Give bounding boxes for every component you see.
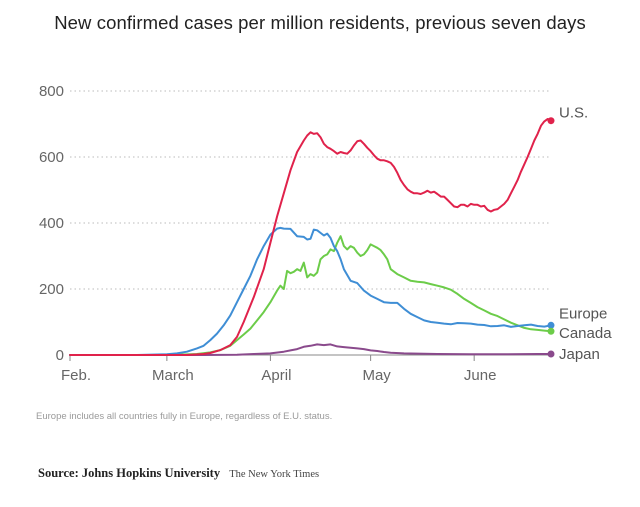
y-tick-label: 200	[39, 281, 64, 298]
endpoint-canada	[547, 327, 555, 335]
series-label-us: U.S.	[559, 105, 588, 122]
series-line-us	[69, 118, 552, 356]
chart-title: New confirmed cases per million resident…	[54, 12, 586, 33]
endpoint-europe	[547, 321, 555, 329]
y-tick-label: 0	[56, 347, 64, 364]
y-tick-label: 400	[39, 215, 64, 232]
x-tick-label: Feb.	[61, 367, 91, 384]
y-gridlines	[70, 90, 551, 290]
line-chart: 0 200 400 600 800 Feb. March April May June U.S.…	[39, 83, 612, 384]
x-tick-label: June	[464, 367, 497, 384]
series-label-canada: Canada	[559, 325, 612, 342]
y-tick-label: 800	[39, 83, 64, 100]
y-tick-label: 600	[39, 149, 64, 166]
chart-note: Europe includes all countries fully in E…	[36, 411, 333, 422]
endpoint-japan	[547, 350, 555, 358]
x-tick-label: May	[362, 367, 391, 384]
series-lines	[69, 118, 552, 356]
series-label-europe: Europe	[559, 305, 607, 322]
y-axis: 0 200 400 600 800	[39, 83, 64, 364]
x-axis: Feb. March April May June	[61, 354, 551, 384]
x-tick-label: March	[152, 367, 194, 384]
series-line-canada	[69, 235, 552, 356]
series-line-europe	[69, 226, 552, 356]
series-labels: U.S. Europe Canada Japan	[547, 105, 612, 363]
series-label-japan: Japan	[559, 346, 600, 363]
source-line: Source: Johns Hopkins University The New…	[38, 466, 319, 481]
source-label: Source: Johns Hopkins University	[38, 466, 221, 480]
publisher-credit: The New York Times	[229, 469, 320, 480]
endpoint-us	[547, 117, 555, 125]
x-tick-label: April	[261, 367, 291, 384]
series-line-japan	[69, 343, 552, 356]
